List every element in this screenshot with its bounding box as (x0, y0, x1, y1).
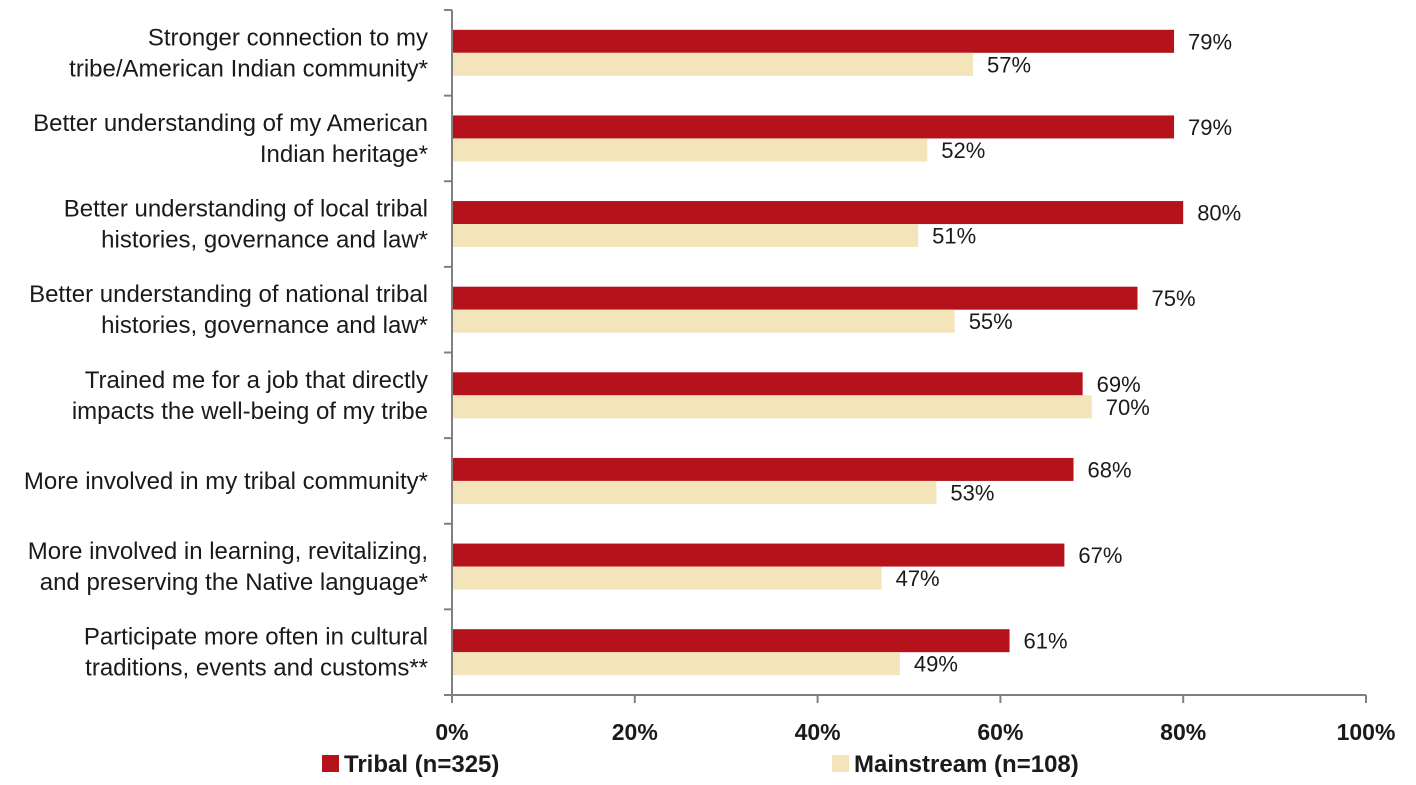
legend-label: Mainstream (n=108) (854, 751, 1079, 778)
data-label: 70% (1106, 395, 1150, 420)
category-label: Trained me for a job that directly (85, 367, 428, 394)
bar-tribal (453, 543, 1065, 567)
category-label: Stronger connection to my (148, 24, 428, 51)
data-label: 51% (932, 224, 976, 249)
x-tick-label: 0% (435, 719, 468, 745)
x-tick-label: 80% (1160, 719, 1206, 745)
data-label: 79% (1188, 29, 1232, 54)
bar-tribal (453, 201, 1184, 225)
data-label: 53% (950, 480, 994, 505)
x-tick-label: 20% (612, 719, 658, 745)
category-label: histories, governance and law* (101, 227, 428, 254)
bar-mainstream (453, 224, 919, 248)
bar-tribal (453, 457, 1074, 481)
data-label: 67% (1078, 543, 1122, 568)
data-label: 80% (1197, 201, 1241, 226)
category-label: Better understanding of my American (33, 110, 428, 137)
data-label: 52% (941, 138, 985, 163)
category-label: impacts the well-being of my tribe (72, 398, 428, 425)
x-tick-label: 100% (1337, 719, 1396, 745)
data-label: 57% (987, 52, 1031, 77)
legend-swatch (322, 755, 339, 772)
bar-tribal (453, 286, 1138, 310)
category-label: More involved in learning, revitalizing, (28, 538, 428, 565)
x-tick-label: 60% (977, 719, 1023, 745)
data-label: 68% (1088, 457, 1132, 482)
category-label: Participate more often in cultural (84, 624, 428, 651)
data-label: 79% (1188, 115, 1232, 140)
category-label: More involved in my tribal community* (24, 468, 428, 495)
data-label: 69% (1097, 372, 1141, 397)
bar-tribal (453, 29, 1175, 53)
data-label: 49% (914, 652, 958, 677)
data-label: 75% (1152, 286, 1196, 311)
bar-tribal (453, 372, 1083, 396)
bar-tribal (453, 115, 1175, 139)
data-label: 47% (896, 566, 940, 591)
legend-swatch (832, 755, 849, 772)
category-label: histories, governance and law* (101, 312, 428, 339)
bar-mainstream (453, 395, 1092, 419)
x-tick-label: 40% (795, 719, 841, 745)
bar-mainstream (453, 652, 900, 676)
bar-mainstream (453, 52, 973, 76)
bar-mainstream (453, 138, 928, 162)
bar-tribal (453, 629, 1010, 653)
bar-mainstream (453, 566, 882, 590)
category-label: and preserving the Native language* (40, 569, 428, 596)
legend-label: Tribal (n=325) (344, 751, 499, 778)
data-label: 55% (969, 309, 1013, 334)
category-label: Better understanding of national tribal (29, 281, 428, 308)
bar-mainstream (453, 309, 955, 333)
category-label: Better understanding of local tribal (64, 196, 428, 223)
bar-mainstream (453, 480, 937, 504)
category-label: Indian heritage* (260, 141, 428, 168)
category-label: tribe/American Indian community* (69, 55, 428, 82)
data-label: 61% (1024, 629, 1068, 654)
category-label: traditions, events and customs** (85, 655, 428, 682)
